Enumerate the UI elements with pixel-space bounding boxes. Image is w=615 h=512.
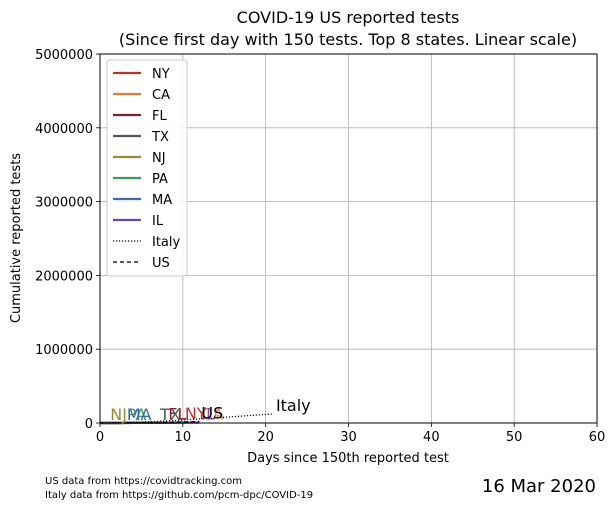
legend-label-italy: Italy (152, 235, 181, 250)
x-tick-label: 40 (423, 430, 440, 445)
series-end-label-ma: MA (127, 405, 152, 424)
x-tick-label: 0 (96, 430, 104, 445)
x-tick-label: 10 (175, 430, 192, 445)
y-axis-label: Cumulative reported tests (9, 153, 24, 323)
x-tick-label: 50 (506, 430, 523, 445)
legend-label-ma: MA (152, 193, 172, 208)
series-end-label-il: IL (201, 405, 215, 424)
legend-label-us: US (152, 256, 170, 271)
series-end-label-ca: CA (201, 404, 223, 423)
y-tick-label: 4000000 (35, 122, 93, 137)
x-tick-label: 60 (589, 430, 606, 445)
series-end-label-pa: PA (127, 405, 147, 424)
series-end-label-italy: Italy (276, 396, 311, 415)
y-tick-label: 0 (85, 417, 93, 432)
series-end-label-nj: NJ (110, 405, 127, 424)
series-end-label-us: US (201, 403, 223, 422)
y-tick-label: 1000000 (35, 343, 93, 358)
series-end-label-fl: FL (168, 405, 186, 424)
chart-subtitle: (Since first day with 150 tests. Top 8 s… (119, 30, 577, 49)
legend-label-nj: NJ (152, 151, 166, 166)
series-end-label-tx: TX (159, 405, 181, 424)
italy-source-note: Italy data from https://github.com/pcm-d… (45, 490, 314, 501)
us-source-note: US data from https://covidtracking.com (45, 476, 242, 487)
x-tick-label: 20 (257, 430, 274, 445)
legend-label-pa: PA (152, 172, 168, 187)
y-tick-label: 5000000 (35, 48, 93, 63)
legend-label-tx: TX (151, 130, 169, 145)
legend-label-ca: CA (152, 88, 170, 103)
legend-label-ny: NY (152, 67, 170, 82)
series-end-label-ny: NY (185, 404, 207, 423)
x-tick-label: 30 (340, 430, 357, 445)
date-stamp: 16 Mar 2020 (481, 476, 596, 497)
y-tick-label: 3000000 (35, 196, 93, 211)
x-axis-label: Days since 150th reported test (247, 451, 449, 466)
axis-ticks: 0 10 20 30 40 50 60 0 1000000 2000000 3000000 40000… (35, 48, 605, 445)
y-tick-label: 2000000 (35, 269, 93, 284)
legend-label-fl: FL (152, 109, 167, 124)
legend-label-il: IL (152, 214, 164, 229)
legend: NY CA FL TX NJ PA MA IL Italy US (106, 59, 188, 277)
chart-title: COVID-19 US reported tests (237, 8, 460, 27)
